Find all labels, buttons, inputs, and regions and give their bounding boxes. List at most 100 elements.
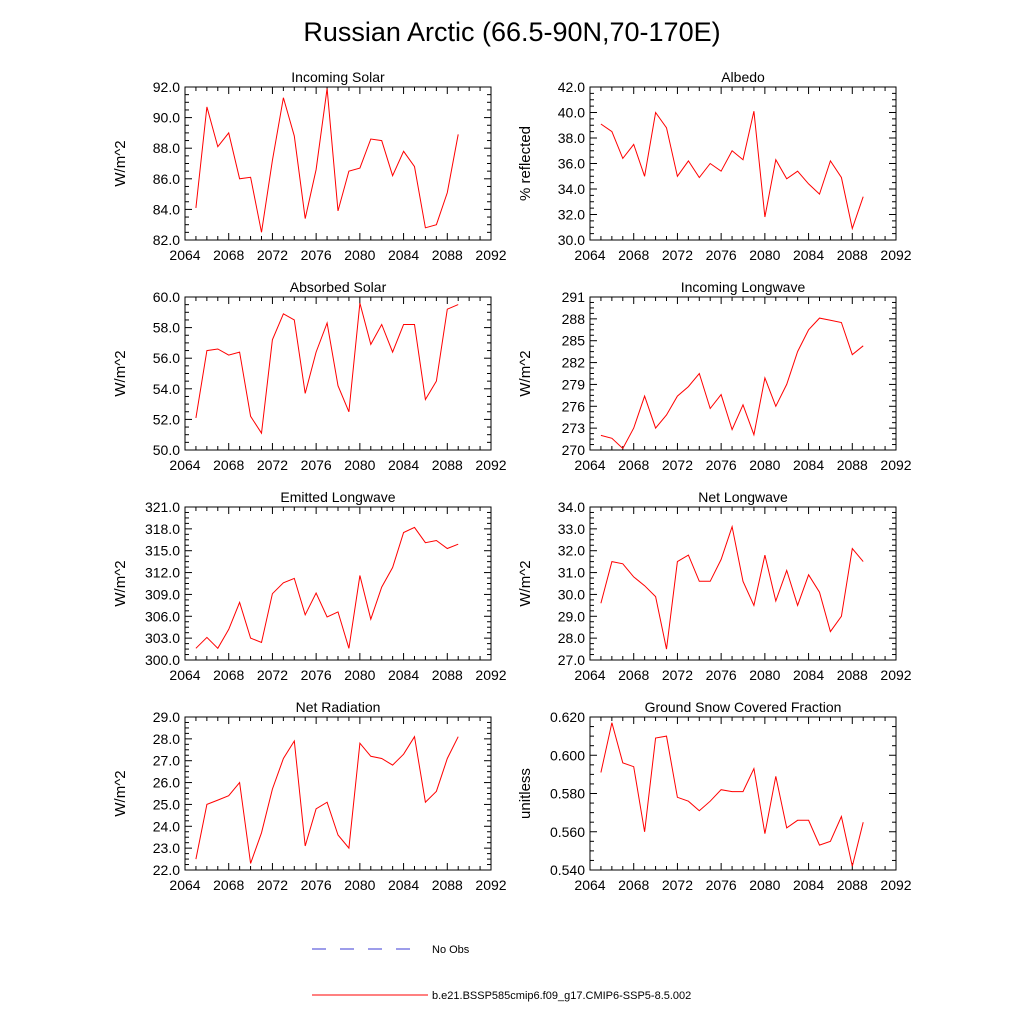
plot-frame (184, 506, 492, 661)
series-line (195, 735, 459, 864)
y-axis-label: W/m^2 (112, 140, 129, 186)
series-line (600, 722, 864, 867)
y-tick-label: 24.0 (153, 818, 180, 834)
x-tick-label: 2076 (301, 457, 332, 473)
x-tick-label: 2076 (706, 667, 737, 683)
y-tick-label: 318.0 (145, 521, 180, 537)
x-tick-label: 2080 (344, 877, 375, 893)
x-tick-label: 2072 (257, 247, 288, 263)
y-tick-label: 27.0 (153, 753, 180, 769)
x-tick-label: 2076 (301, 667, 332, 683)
x-tick-label: 2080 (344, 667, 375, 683)
y-tick-label: 28.0 (558, 630, 585, 646)
y-axis-label: W/m^2 (112, 560, 129, 606)
x-tick-label: 2072 (257, 457, 288, 473)
y-tick-label: 309.0 (145, 586, 180, 602)
plot-frame (184, 86, 492, 241)
x-tick-label: 2064 (574, 457, 605, 473)
y-axis-label: W/m^2 (517, 350, 534, 396)
y-axis-label: W/m^2 (112, 350, 129, 396)
y-tick-label: 36.0 (558, 156, 585, 172)
x-tick-label: 2072 (662, 457, 693, 473)
y-axis-label: unitless (517, 768, 534, 819)
series-line (195, 302, 459, 435)
y-tick-label: 22.0 (153, 862, 180, 878)
x-tick-label: 2068 (213, 667, 244, 683)
y-tick-label: 50.0 (153, 442, 180, 458)
x-tick-label: 2064 (169, 457, 200, 473)
plot-frame (184, 296, 492, 451)
y-tick-label: 32.0 (558, 543, 585, 559)
x-tick-label: 2064 (574, 247, 605, 263)
panel-1: Incoming Solar W/m^2 2064 2068 2072 2076 2080 2… (112, 69, 507, 263)
y-tick-label: 282 (562, 355, 586, 371)
x-tick-label: 2084 (388, 667, 419, 683)
series-line (600, 317, 864, 450)
legend-series-label: b.e21.BSSP585cmip6.f09_g17.CMIP6-SSP5-8.… (432, 990, 691, 1002)
y-tick-label: 54.0 (153, 381, 180, 397)
series-line (600, 111, 864, 231)
x-tick-label: 2084 (388, 877, 419, 893)
panel-title: Incoming Longwave (681, 279, 806, 295)
x-tick-label: 2068 (213, 877, 244, 893)
y-tick-label: 270 (562, 442, 586, 458)
y-tick-label: 82.0 (153, 232, 180, 248)
y-tick-label: 0.580 (550, 786, 585, 802)
x-tick-label: 2088 (837, 247, 868, 263)
x-tick-label: 2072 (257, 667, 288, 683)
x-tick-label: 2080 (749, 247, 780, 263)
panel-7: Net Radiation W/m^2 2064 2068 2072 2076 2080 20… (112, 699, 507, 893)
y-tick-label: 90.0 (153, 110, 180, 126)
y-tick-label: 92.0 (153, 79, 180, 95)
y-tick-label: 30.0 (558, 232, 585, 248)
x-tick-label: 2080 (749, 877, 780, 893)
y-axis-label: W/m^2 (112, 770, 129, 816)
y-tick-label: 300.0 (145, 652, 180, 668)
x-tick-label: 2068 (618, 877, 649, 893)
x-tick-label: 2064 (169, 667, 200, 683)
y-tick-label: 88.0 (153, 140, 180, 156)
panel-3: Absorbed Solar W/m^2 2064 2068 2072 2076 2080 2… (112, 279, 507, 473)
y-tick-label: 273 (562, 420, 586, 436)
series-line (195, 526, 459, 650)
x-tick-label: 2076 (301, 877, 332, 893)
y-tick-label: 312.0 (145, 565, 180, 581)
y-tick-label: 29.0 (153, 709, 180, 725)
y-tick-label: 303.0 (145, 630, 180, 646)
y-axis-label: % reflected (517, 126, 534, 201)
x-tick-label: 2092 (475, 457, 506, 473)
y-tick-label: 27.0 (558, 652, 585, 668)
y-tick-label: 52.0 (153, 411, 180, 427)
plot-frame (589, 506, 897, 661)
y-tick-label: 28.0 (153, 731, 180, 747)
x-tick-label: 2068 (618, 667, 649, 683)
y-tick-label: 285 (562, 333, 586, 349)
y-tick-label: 31.0 (558, 565, 585, 581)
x-tick-label: 2084 (793, 667, 824, 683)
panel-8: Ground Snow Covered Fraction unitless 2064… (517, 699, 912, 893)
page-title: Russian Arctic (66.5-90N,70-170E) (303, 17, 720, 47)
y-tick-label: 84.0 (153, 201, 180, 217)
legend: No Obs b.e21.BSSP585cmip6.f09_g17.CMIP6-… (312, 944, 691, 1002)
y-tick-label: 0.620 (550, 709, 585, 725)
x-tick-label: 2092 (475, 877, 506, 893)
legend-obs-label: No Obs (432, 944, 470, 956)
y-tick-label: 60.0 (153, 289, 180, 305)
y-tick-label: 42.0 (558, 79, 585, 95)
y-tick-label: 291 (562, 289, 586, 305)
x-tick-label: 2088 (432, 877, 463, 893)
x-tick-label: 2068 (618, 457, 649, 473)
panel-2: Albedo % reflected 2064 2068 2072 2076 2080 208… (517, 69, 912, 263)
x-tick-label: 2080 (749, 667, 780, 683)
y-tick-label: 34.0 (558, 499, 585, 515)
y-tick-label: 29.0 (558, 608, 585, 624)
x-tick-label: 2088 (837, 667, 868, 683)
x-tick-label: 2080 (344, 247, 375, 263)
panel-title: Emitted Longwave (280, 489, 395, 505)
x-tick-label: 2072 (662, 247, 693, 263)
x-tick-label: 2092 (880, 667, 911, 683)
y-tick-label: 276 (562, 398, 586, 414)
panel-title: Absorbed Solar (290, 279, 387, 295)
